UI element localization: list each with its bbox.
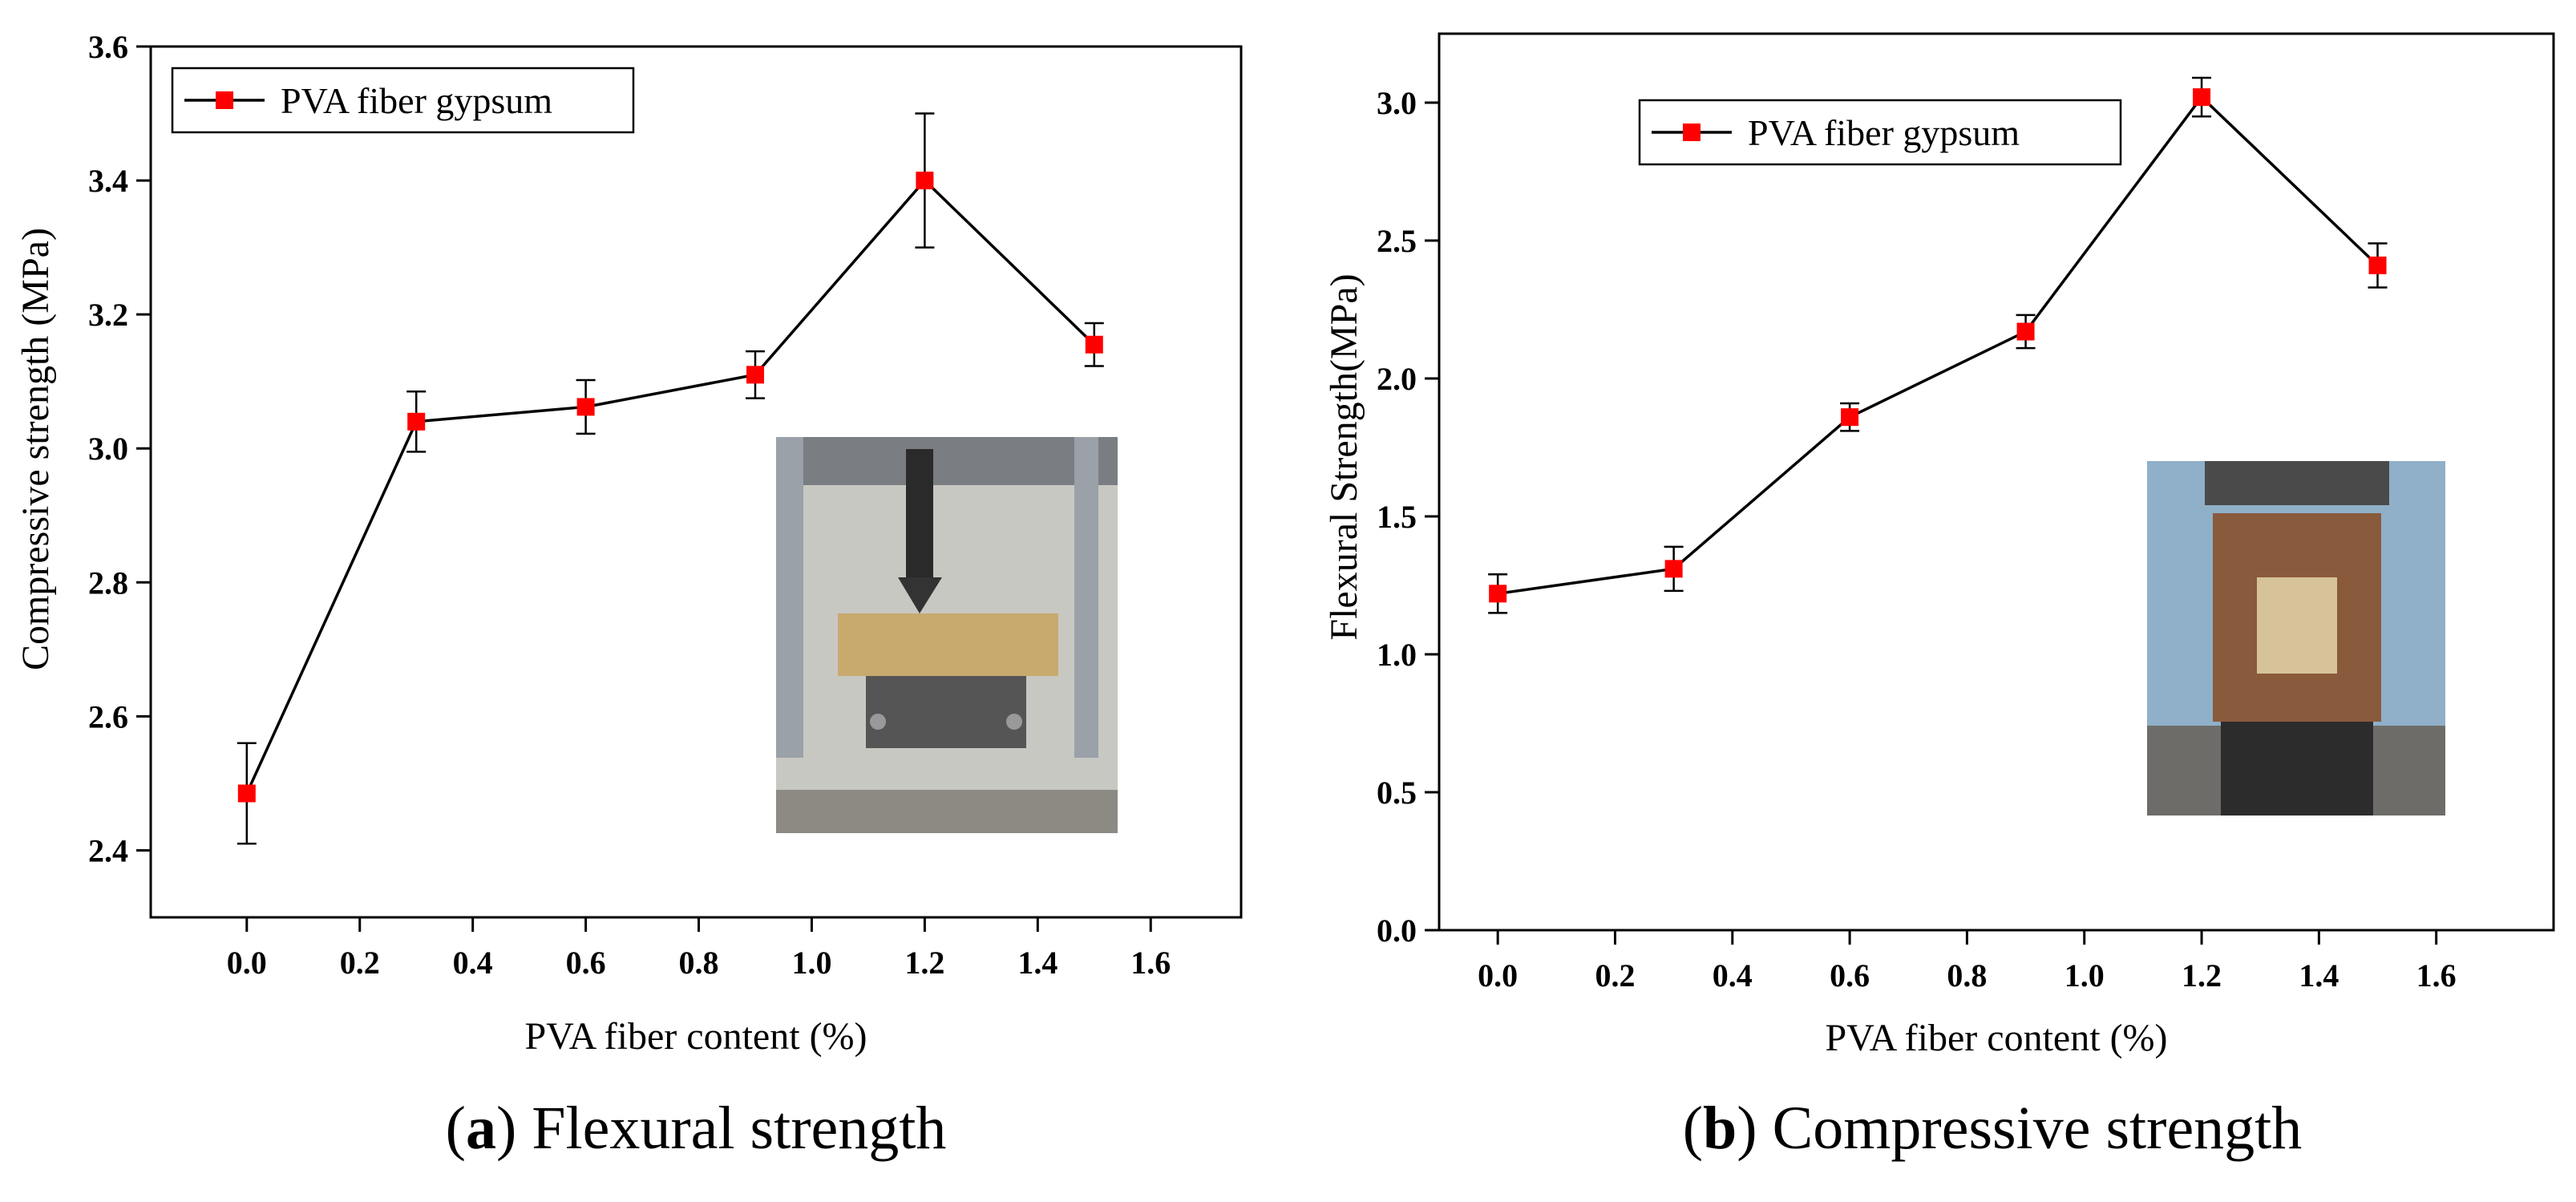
data-point: [576, 398, 595, 416]
x-tick-label: 1.6: [1130, 945, 1171, 981]
x-axis-label-b: PVA fiber content (%): [1825, 1017, 2167, 1059]
legend-label: PVA fiber gypsum: [281, 80, 552, 121]
x-tick-label: 0.8: [1947, 957, 1987, 994]
inset-photo-a: [776, 437, 1118, 833]
x-tick-label: 1.6: [2416, 957, 2457, 994]
x-tick-label: 1.2: [904, 945, 944, 981]
x-tick-label: 1.0: [2064, 957, 2105, 994]
data-point: [407, 412, 426, 431]
x-tick-label: 0.4: [1713, 957, 1753, 994]
data-point: [237, 784, 256, 803]
y-tick-label: 3.4: [88, 163, 128, 199]
x-tick-label: 0.6: [1830, 957, 1870, 994]
panel-caption-b: (b) Compressive strength: [1683, 1095, 2303, 1162]
legend-marker: [1683, 123, 1700, 141]
data-point: [746, 366, 764, 384]
plot-frame-a: [149, 45, 1243, 919]
y-tick-label: 1.0: [1377, 637, 1417, 673]
panel-caption-a: (a) Flexural strength: [446, 1095, 947, 1162]
x-tick-label: 0.8: [679, 945, 719, 981]
y-tick-label: 2.8: [88, 565, 128, 601]
y-tick-label: 0.5: [1377, 775, 1417, 811]
y-tick-label: 2.6: [88, 698, 128, 735]
data-point: [2193, 88, 2211, 107]
x-tick-label: 0.2: [1595, 957, 1635, 994]
legend-a: PVA fiber gypsum: [171, 67, 635, 134]
data-point: [2016, 322, 2035, 341]
x-axis-label-a: PVA fiber content (%): [524, 1015, 867, 1058]
data-point: [1489, 585, 1507, 603]
series-a: [237, 112, 1104, 845]
y-tick-label: 0.0: [1377, 913, 1417, 949]
x-tick-label: 0.4: [453, 945, 493, 981]
y-tick-label: 2.0: [1377, 361, 1417, 397]
x-tick-label: 0.2: [340, 945, 380, 981]
chart-b: 0.0 0.2 0.4 0.6 0.8 1.0 1.2 1.4 1.6 0.0 0.5 1.0 1.5 2…: [1323, 32, 2555, 1162]
y-tick-label: 3.2: [88, 297, 128, 333]
series-line: [245, 178, 1096, 795]
data-point: [916, 172, 934, 190]
axes-b: 0.0 0.2 0.4 0.6 0.8 1.0 1.2 1.4 1.6 0.0 0.5 1.0 1.5 2…: [1377, 85, 2457, 994]
y-tick-label: 2.4: [88, 832, 128, 868]
series-line: [1497, 95, 2379, 596]
data-point: [1841, 408, 1859, 427]
y-tick-label: 2.5: [1377, 223, 1417, 259]
axes-a: 0.0 0.2 0.4 0.6 0.8 1.0 1.2 1.4 1.6 2.4 2.6 2.8 3.0 3…: [88, 29, 1171, 981]
plot-frame-b: [1438, 32, 2555, 932]
series-b: [1488, 76, 2388, 614]
inset-photo-b: [2147, 461, 2445, 815]
x-tick-label: 0.6: [566, 945, 606, 981]
y-tick-label: 3.0: [1377, 85, 1417, 121]
data-point: [2368, 256, 2387, 274]
legend-marker: [216, 91, 233, 109]
y-tick-label: 3.0: [88, 431, 128, 467]
legend-b: PVA fiber gypsum: [1638, 99, 2122, 166]
x-tick-label: 1.0: [791, 945, 831, 981]
y-axis-label-b: Flexural Strength(MPa): [1323, 273, 1365, 640]
y-axis-label-a: Compressive strength (MPa): [14, 228, 57, 670]
y-tick-label: 3.6: [88, 29, 128, 65]
legend-label: PVA fiber gypsum: [1748, 112, 2020, 153]
x-tick-label: 1.4: [2299, 957, 2339, 994]
chart-a: 0.0 0.2 0.4 0.6 0.8 1.0 1.2 1.4 1.6 2.4 2.6 2.8 3.0 3…: [14, 29, 1243, 1162]
x-tick-label: 0.0: [227, 945, 267, 981]
data-point: [1085, 335, 1103, 354]
x-tick-label: 1.2: [2182, 957, 2222, 994]
x-tick-label: 0.0: [1478, 957, 1518, 994]
y-tick-label: 1.5: [1377, 499, 1417, 535]
x-tick-label: 1.4: [1017, 945, 1057, 981]
data-point: [1664, 560, 1683, 578]
